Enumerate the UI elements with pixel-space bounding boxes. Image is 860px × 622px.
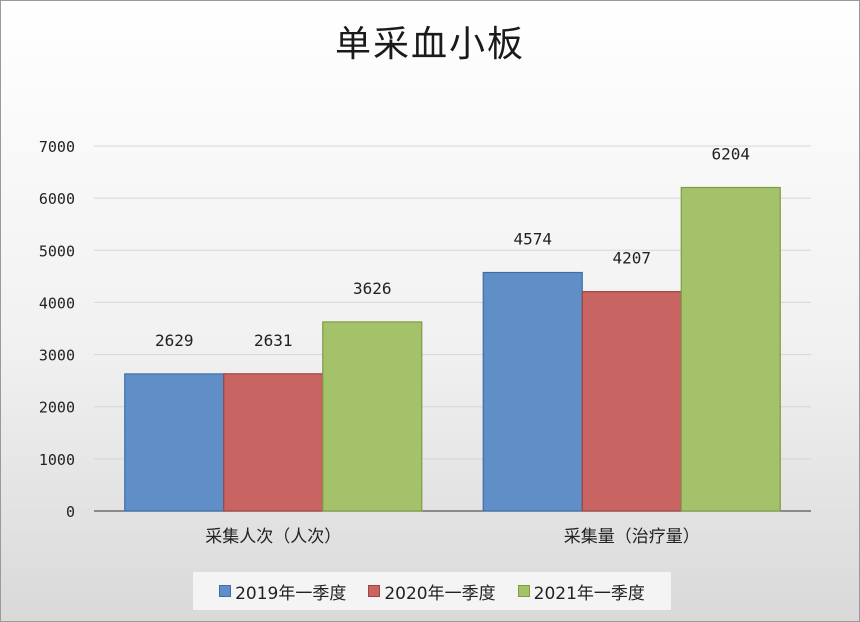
legend: 2019年一季度 2020年一季度 2021年一季度 xyxy=(193,572,671,610)
y-tick-label: 4000 xyxy=(39,294,75,312)
legend-label: 2020年一季度 xyxy=(384,583,496,604)
bar xyxy=(124,373,225,512)
legend-label: 2019年一季度 xyxy=(235,583,347,604)
legend-item: 2019年一季度 xyxy=(219,579,346,604)
y-tick-label: 0 xyxy=(66,503,75,521)
data-label: 2629 xyxy=(155,331,194,350)
legend-label: 2021年一季度 xyxy=(533,583,645,604)
data-label: 4574 xyxy=(513,229,552,248)
legend-item: 2020年一季度 xyxy=(368,579,496,604)
data-label: 6204 xyxy=(711,145,750,164)
y-tick-label: 6000 xyxy=(39,190,75,208)
bar xyxy=(482,271,583,512)
y-tick-label: 3000 xyxy=(39,347,75,365)
legend-swatch xyxy=(219,585,232,597)
x-tick-label: 采集人次（人次） xyxy=(205,527,341,547)
y-tick-label: 7000 xyxy=(39,138,75,156)
x-tick-label: 采集量（治疗量） xyxy=(564,527,700,547)
legend-swatch xyxy=(368,585,381,597)
data-label: 2631 xyxy=(254,331,293,350)
bar xyxy=(322,321,423,512)
y-tick-label: 1000 xyxy=(39,451,75,469)
bar xyxy=(223,373,324,512)
bar xyxy=(680,186,781,512)
data-label: 3626 xyxy=(353,279,392,298)
y-tick-label: 5000 xyxy=(39,242,75,260)
data-label: 4207 xyxy=(612,249,651,268)
bar xyxy=(581,291,682,512)
chart-title: 单采血小板 xyxy=(334,24,525,65)
legend-item: 2021年一季度 xyxy=(517,579,645,604)
legend-swatch xyxy=(517,585,530,597)
y-tick-label: 2000 xyxy=(39,399,75,417)
